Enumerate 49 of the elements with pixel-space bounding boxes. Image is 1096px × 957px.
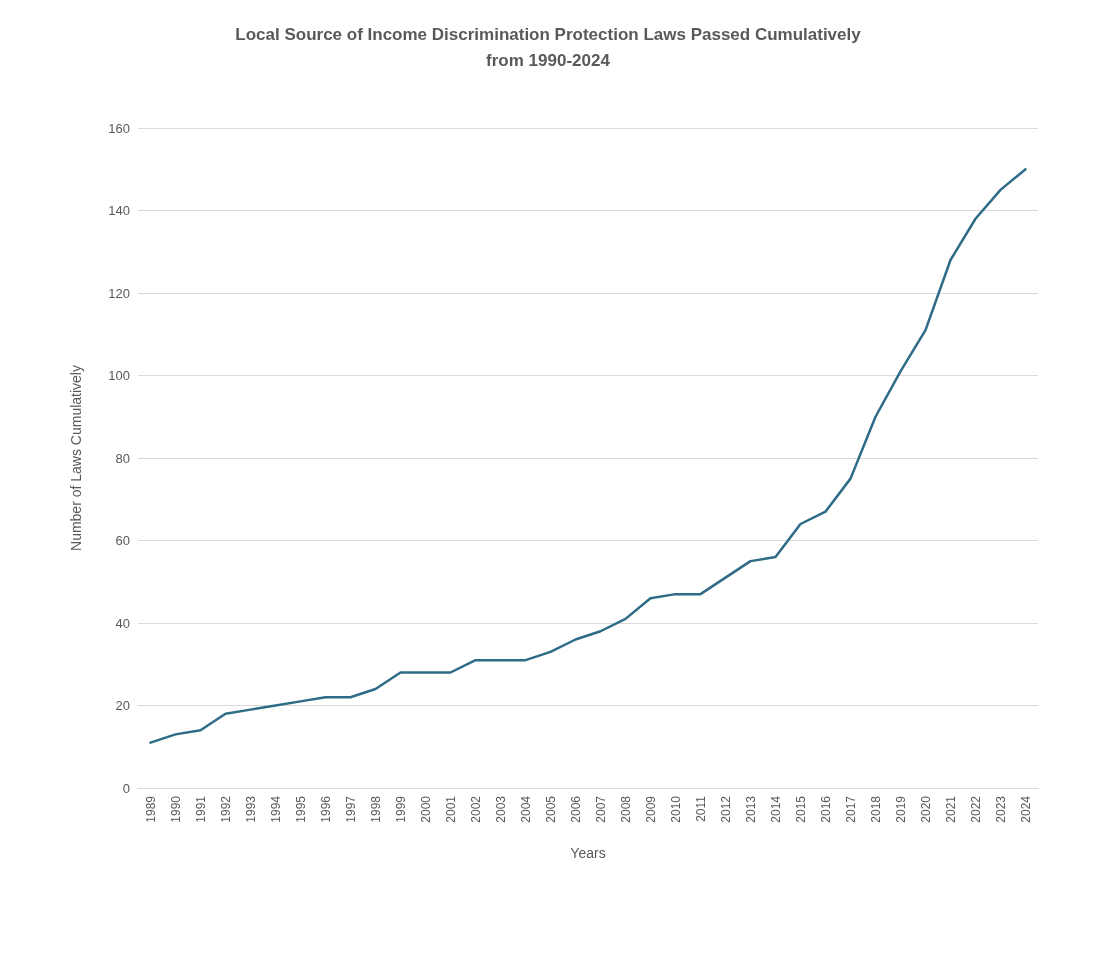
y-tick-label: 0 [122,780,130,796]
x-tick-label: 2009 [643,795,658,823]
x-tick-label: 2015 [793,795,808,823]
x-tick-label: 2013 [743,795,758,823]
y-tick-label: 140 [108,203,130,218]
x-tick-label: 1992 [218,795,233,823]
x-tick-label: 2001 [443,795,458,823]
x-tick-label: 2014 [768,795,783,823]
x-tick-label: 2019 [893,795,908,823]
x-tick-label: 1996 [318,795,333,823]
x-tick-label: 2023 [993,795,1008,823]
x-tick-label: 1999 [393,795,408,823]
line-series [149,168,1027,744]
x-tick-label: 2020 [918,795,933,823]
x-tick-label: 2021 [943,795,958,823]
x-tick-label: 2010 [668,795,683,823]
x-axis-title: Years [570,845,606,861]
x-tick-label: 1995 [293,795,308,823]
x-tick-label: 2024 [1018,795,1033,823]
y-tick-label: 80 [115,450,130,466]
x-tick-label: 2011 [693,795,708,822]
y-tick-label: 40 [115,615,130,631]
y-tick-label: 160 [108,120,130,136]
y-tick-label: 120 [108,285,130,301]
x-tick-label: 1990 [168,795,183,823]
x-tick-label: 2000 [418,795,433,823]
x-tick-label: 1989 [143,795,158,823]
x-tick-label: 2002 [468,795,483,823]
x-tick-label: 2016 [818,795,833,823]
x-tick-label: 1997 [343,795,358,823]
x-tick-label: 2017 [843,795,858,823]
y-axis-title: Number of Laws Cumulatively [68,365,84,551]
x-tick-label: 1998 [368,795,383,823]
y-tick-label: 60 [115,533,130,548]
x-tick-label: 2018 [868,795,883,823]
x-tick-label: 2022 [968,795,983,823]
x-tick-label: 1994 [268,795,283,823]
y-tick-label: 100 [108,368,130,383]
x-tick-label: 1993 [243,795,258,823]
x-tick-label: 2003 [493,795,508,823]
x-tick-label: 2004 [518,795,533,823]
x-tick-label: 2012 [718,795,733,823]
x-tick-label: 2007 [593,795,608,823]
x-tick-label: 2005 [543,795,558,823]
y-tick-label: 20 [115,698,130,713]
x-tick-label: 2006 [568,795,583,823]
x-tick-label: 1991 [193,795,208,823]
chart-title: Local Source of Income Discrimination Protection Laws Passed Cumulatively from 1990-2024 [235,24,862,70]
x-tick-label: 2008 [618,795,633,823]
